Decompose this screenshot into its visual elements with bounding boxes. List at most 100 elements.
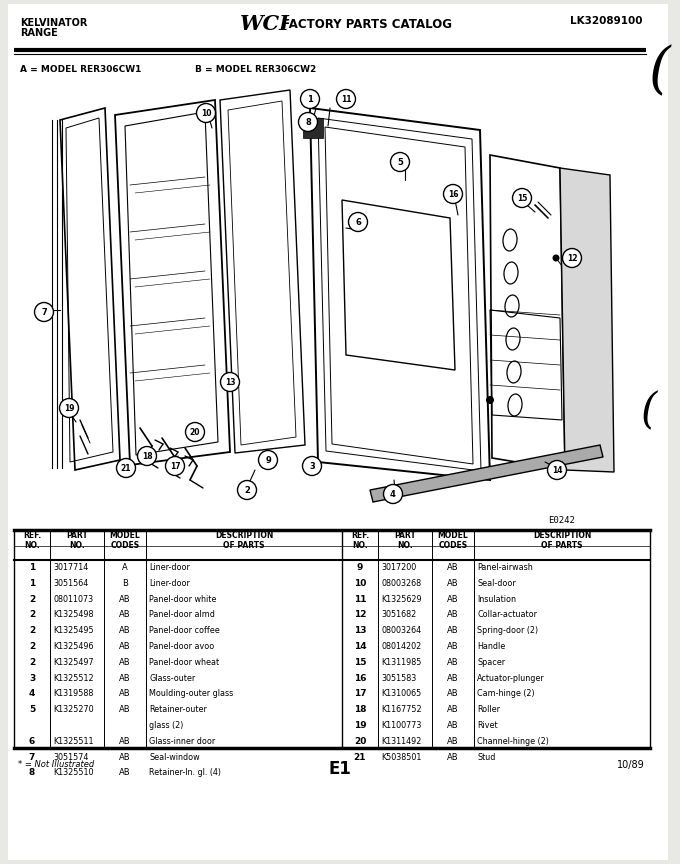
Text: K1325512: K1325512 <box>53 674 94 683</box>
Circle shape <box>186 422 205 442</box>
Text: 10/89: 10/89 <box>617 760 645 770</box>
Text: 2: 2 <box>29 626 35 635</box>
Text: Moulding-outer glass: Moulding-outer glass <box>149 689 233 698</box>
Circle shape <box>60 398 78 417</box>
Text: 14: 14 <box>354 642 367 651</box>
Text: K1325510: K1325510 <box>53 768 94 778</box>
Text: Seal-window: Seal-window <box>149 753 200 761</box>
Text: 1: 1 <box>307 95 313 104</box>
Text: 17: 17 <box>354 689 367 698</box>
Text: PART
NO.: PART NO. <box>394 531 416 550</box>
Circle shape <box>197 104 216 123</box>
Text: K1325495: K1325495 <box>53 626 94 635</box>
Polygon shape <box>560 168 614 472</box>
Text: RANGE: RANGE <box>20 28 58 38</box>
Text: Spring-door (2): Spring-door (2) <box>477 626 538 635</box>
Text: AB: AB <box>447 626 459 635</box>
Text: 20: 20 <box>354 737 367 746</box>
Text: K1100773: K1100773 <box>381 721 422 730</box>
Text: B: B <box>122 579 128 588</box>
Text: AB: AB <box>447 721 459 730</box>
Circle shape <box>348 213 367 232</box>
Text: 2: 2 <box>29 594 35 604</box>
Text: 8: 8 <box>305 118 311 127</box>
Text: (: ( <box>640 390 656 432</box>
Text: 10: 10 <box>354 579 367 588</box>
Text: 16: 16 <box>354 674 367 683</box>
Text: LK32089100: LK32089100 <box>570 16 643 26</box>
Text: DESCRIPTION
OF PARTS: DESCRIPTION OF PARTS <box>215 531 273 550</box>
Text: AB: AB <box>119 689 131 698</box>
Text: 5: 5 <box>397 158 403 167</box>
Text: Channel-hinge (2): Channel-hinge (2) <box>477 737 549 746</box>
Circle shape <box>513 188 532 207</box>
Text: * = Not Illustrated: * = Not Illustrated <box>18 760 95 769</box>
Text: E1: E1 <box>328 760 352 778</box>
Text: AB: AB <box>119 737 131 746</box>
Text: Stud: Stud <box>477 753 495 761</box>
Text: 5: 5 <box>29 705 35 715</box>
Text: 1: 1 <box>29 563 35 572</box>
Text: A: A <box>122 563 128 572</box>
Text: AB: AB <box>119 674 131 683</box>
Text: AB: AB <box>447 658 459 667</box>
Text: K1319588: K1319588 <box>53 689 93 698</box>
Text: Retainer-In. gl. (4): Retainer-In. gl. (4) <box>149 768 221 778</box>
Text: 20: 20 <box>190 428 200 437</box>
Text: 4: 4 <box>390 490 396 499</box>
Text: 3051682: 3051682 <box>381 610 416 619</box>
Text: AB: AB <box>119 658 131 667</box>
Text: Collar-actuator: Collar-actuator <box>477 610 537 619</box>
Text: Seal-door: Seal-door <box>477 579 515 588</box>
Circle shape <box>299 112 318 131</box>
Text: AB: AB <box>119 705 131 715</box>
Polygon shape <box>370 445 603 502</box>
Text: Actuator-plunger: Actuator-plunger <box>477 674 545 683</box>
Circle shape <box>443 185 462 204</box>
Text: AB: AB <box>119 594 131 604</box>
Text: 18: 18 <box>354 705 367 715</box>
Circle shape <box>547 461 566 480</box>
Text: 2: 2 <box>29 610 35 619</box>
Text: FACTORY PARTS CATALOG: FACTORY PARTS CATALOG <box>278 18 452 31</box>
Text: Insulation: Insulation <box>477 594 516 604</box>
Text: 2: 2 <box>244 486 250 495</box>
Text: 19: 19 <box>354 721 367 730</box>
Text: E0242: E0242 <box>548 516 575 525</box>
Text: AB: AB <box>447 642 459 651</box>
Text: 21: 21 <box>121 464 131 473</box>
Text: 11: 11 <box>341 95 352 104</box>
Text: 21: 21 <box>354 753 367 761</box>
Text: K1167752: K1167752 <box>381 705 422 715</box>
Circle shape <box>301 90 320 109</box>
Text: 15: 15 <box>354 658 367 667</box>
Text: 2: 2 <box>29 642 35 651</box>
Text: 3051564: 3051564 <box>53 579 88 588</box>
Text: 10: 10 <box>201 109 211 118</box>
Text: K5038501: K5038501 <box>381 753 422 761</box>
Text: B = MODEL RER306CW2: B = MODEL RER306CW2 <box>195 65 316 74</box>
Circle shape <box>258 450 277 469</box>
Text: AB: AB <box>119 610 131 619</box>
Text: glass (2): glass (2) <box>149 721 184 730</box>
Text: K1325270: K1325270 <box>53 705 94 715</box>
Text: 3051583: 3051583 <box>381 674 416 683</box>
Text: 13: 13 <box>225 378 235 387</box>
Text: PART
NO.: PART NO. <box>66 531 88 550</box>
Text: AB: AB <box>119 642 131 651</box>
Text: 14: 14 <box>551 466 562 475</box>
Text: K1325511: K1325511 <box>53 737 94 746</box>
Circle shape <box>35 302 54 321</box>
Text: Panel-door coffee: Panel-door coffee <box>149 626 220 635</box>
Text: 7: 7 <box>29 753 35 761</box>
Text: 13: 13 <box>354 626 367 635</box>
Circle shape <box>165 456 184 475</box>
Text: K1310065: K1310065 <box>381 689 421 698</box>
Circle shape <box>116 459 135 478</box>
Text: AB: AB <box>447 594 459 604</box>
Text: K1325496: K1325496 <box>53 642 94 651</box>
Text: AB: AB <box>447 705 459 715</box>
Text: Rivet: Rivet <box>477 721 498 730</box>
Text: KELVINATOR: KELVINATOR <box>20 18 87 28</box>
Text: MODEL
CODES: MODEL CODES <box>109 531 140 550</box>
